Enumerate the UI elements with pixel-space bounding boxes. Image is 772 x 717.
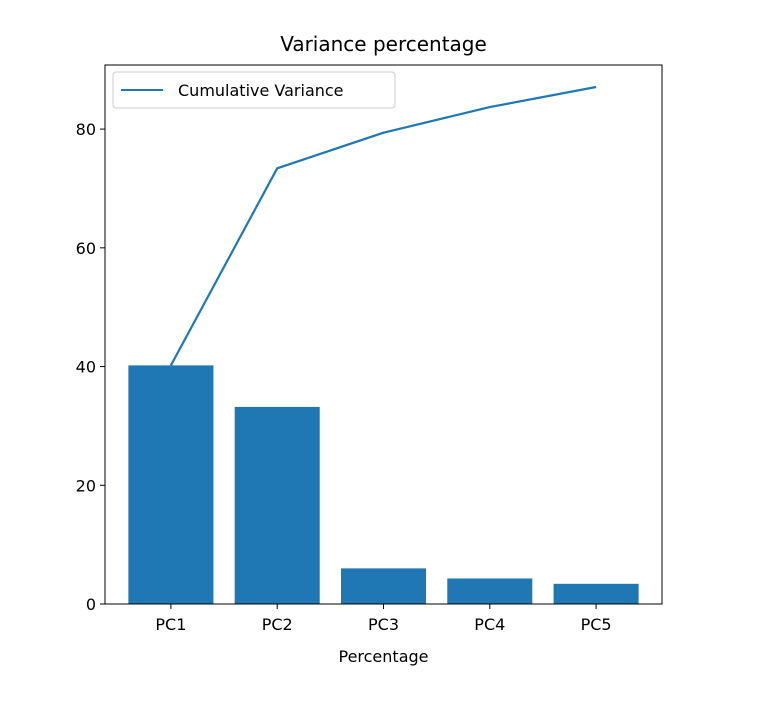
y-tick-label: 20 (76, 476, 96, 495)
x-axis-label: Percentage (338, 647, 428, 666)
legend-label: Cumulative Variance (178, 81, 344, 100)
y-ticks: 0 20 40 60 80 (76, 120, 105, 614)
cumulative-variance-line (169, 85, 597, 366)
x-tick-label: PC5 (581, 615, 612, 634)
legend: Cumulative Variance (112, 71, 396, 109)
bar-pc1 (128, 365, 214, 604)
y-tick-label: 60 (76, 239, 96, 258)
bar-pc5 (553, 583, 639, 604)
x-tick-label: PC4 (474, 615, 505, 634)
y-tick-label: 40 (76, 358, 96, 377)
legend-box (112, 71, 396, 109)
y-tick-label: 0 (86, 595, 96, 614)
bar-pc3 (340, 568, 427, 604)
bar-pc4 (447, 578, 533, 604)
x-ticks: PC1 PC2 PC3 PC4 PC5 (155, 604, 612, 634)
line-layer (169, 85, 597, 366)
bars-layer (128, 365, 639, 604)
chart-title: Variance percentage (280, 32, 487, 56)
bar-pc2 (234, 406, 320, 604)
y-tick-label: 80 (76, 120, 96, 139)
x-tick-label: PC3 (368, 615, 399, 634)
x-tick-label: PC2 (262, 615, 293, 634)
x-tick-label: PC1 (155, 615, 186, 634)
